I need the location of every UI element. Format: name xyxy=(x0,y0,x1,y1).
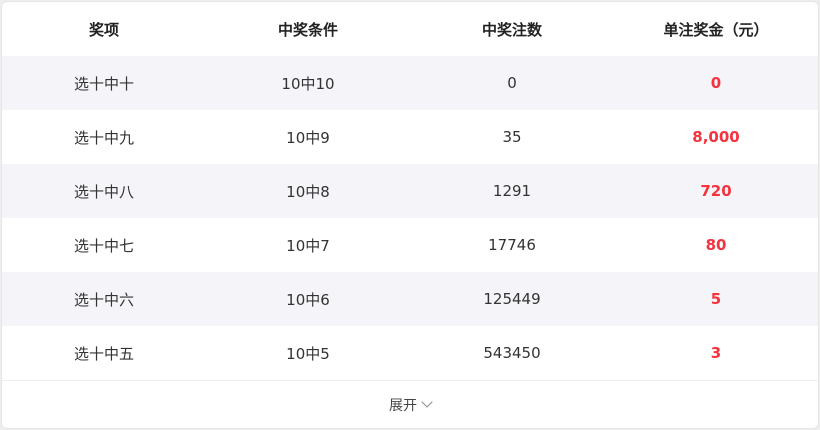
cell-winner-count: 35 xyxy=(502,128,522,146)
header-winner-count: 中奖注数 xyxy=(481,20,542,39)
cell-winner-count: 0 xyxy=(507,74,517,92)
cell-prize-amount: 720 xyxy=(700,182,732,200)
cell-condition: 10中9 xyxy=(286,128,330,147)
table-row: 选十中八 10中8 1291 720 xyxy=(2,164,818,218)
header-prize-amount: 单注奖金（元） xyxy=(663,20,769,39)
cell-prize-amount: 5 xyxy=(710,290,722,308)
chevron-down-icon xyxy=(421,396,433,408)
expand-button[interactable]: 展开 xyxy=(2,380,818,428)
cell-condition: 10中7 xyxy=(286,236,330,255)
cell-winner-count: 125449 xyxy=(483,290,541,308)
cell-condition: 10中10 xyxy=(281,74,335,93)
cell-condition: 10中8 xyxy=(286,182,330,201)
cell-prize-level: 选十中十 xyxy=(73,74,134,93)
table-row: 选十中十 10中10 0 0 xyxy=(2,56,818,110)
header-condition: 中奖条件 xyxy=(277,20,338,39)
cell-prize-amount: 3 xyxy=(710,344,722,362)
cell-prize-amount: 8,000 xyxy=(692,128,740,146)
table-row: 选十中九 10中9 35 8,000 xyxy=(2,110,818,164)
cell-winner-count: 543450 xyxy=(483,344,541,362)
table-row: 选十中六 10中6 125449 5 xyxy=(2,272,818,326)
cell-prize-level: 选十中六 xyxy=(73,290,134,309)
table-row: 选十中五 10中5 543450 3 xyxy=(2,326,818,380)
cell-prize-level: 选十中九 xyxy=(73,128,134,147)
cell-winner-count: 17746 xyxy=(488,236,536,254)
cell-winner-count: 1291 xyxy=(492,182,532,200)
cell-condition: 10中6 xyxy=(286,290,330,309)
cell-prize-amount: 80 xyxy=(705,236,727,254)
cell-prize-level: 选十中五 xyxy=(73,344,134,363)
expand-label: 展开 xyxy=(389,397,417,414)
cell-prize-level: 选十中七 xyxy=(73,236,134,255)
cell-condition: 10中5 xyxy=(286,344,330,363)
header-prize-level: 奖项 xyxy=(88,20,119,39)
cell-prize-amount: 0 xyxy=(710,74,722,92)
table-header: 奖项 中奖条件 中奖注数 单注奖金（元） xyxy=(2,2,818,56)
cell-prize-level: 选十中八 xyxy=(73,182,134,201)
table-row: 选十中七 10中7 17746 80 xyxy=(2,218,818,272)
